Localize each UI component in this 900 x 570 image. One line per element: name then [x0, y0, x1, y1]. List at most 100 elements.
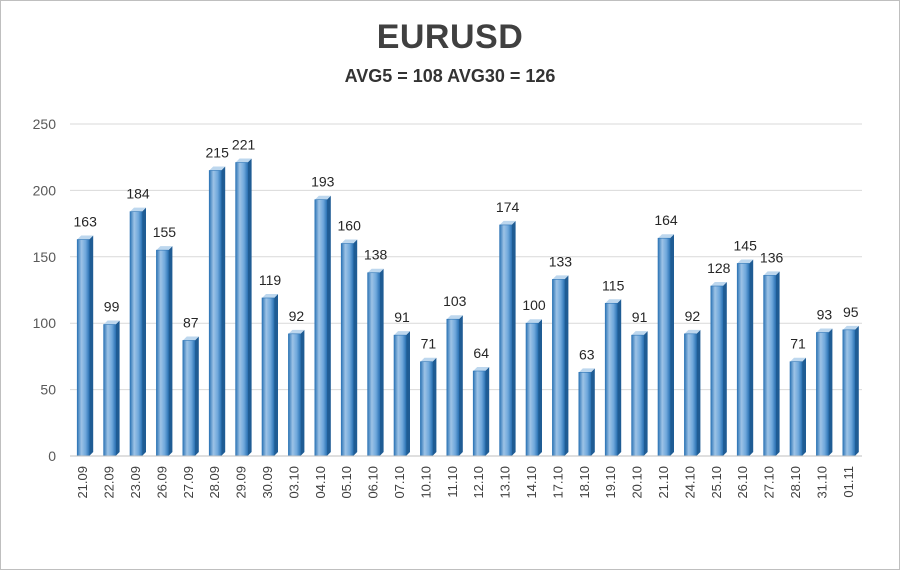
bar-front: [367, 272, 380, 457]
bar-side: [168, 246, 173, 456]
x-tick-label: 29.09: [234, 466, 249, 499]
data-label: 215: [206, 144, 230, 160]
x-tick-label: 18.10: [577, 466, 592, 499]
bar: [420, 357, 437, 457]
bar: [684, 329, 701, 457]
data-label: 160: [338, 218, 362, 234]
bar-front: [816, 332, 829, 457]
bar-front: [208, 170, 222, 457]
bar-top: [420, 357, 437, 362]
data-label: 184: [126, 186, 150, 202]
x-tick-label: 21.09: [75, 466, 90, 499]
bar: [710, 282, 727, 457]
bar-top: [473, 367, 490, 372]
data-label: 128: [707, 260, 731, 276]
bar-side: [722, 282, 727, 456]
x-tick-label: 11.10: [445, 466, 460, 498]
bar: [182, 336, 199, 457]
bar-top: [314, 195, 331, 200]
bar-top: [341, 239, 358, 244]
bar-top: [130, 207, 146, 212]
x-tick-label: 07.10: [392, 466, 407, 499]
bar-top: [235, 158, 252, 163]
x-tick-label: 27.10: [762, 466, 777, 499]
bar-top: [578, 368, 595, 373]
chart-subtitle: AVG5 = 108 AVG30 = 126: [344, 66, 556, 86]
x-tick-label: 04.10: [313, 466, 328, 499]
bar-front: [103, 324, 116, 457]
bar-side: [643, 331, 648, 456]
bar: [816, 328, 833, 457]
data-label: 136: [760, 249, 784, 265]
bar-front: [499, 224, 512, 457]
data-label: 145: [734, 237, 758, 253]
data-label: 71: [421, 336, 437, 352]
x-tick-label: 05.10: [339, 466, 354, 499]
bar: [657, 234, 674, 457]
bar-top: [367, 268, 384, 273]
bar-side: [221, 166, 226, 457]
bar-front: [288, 333, 301, 457]
y-tick-label: 50: [40, 382, 56, 398]
x-tick-label: 22.09: [102, 466, 117, 499]
bar-front: [842, 329, 856, 457]
bar: [736, 259, 754, 457]
bar-side: [115, 320, 120, 456]
bar-front: [657, 237, 671, 457]
bar: [604, 299, 622, 457]
bar-side: [300, 329, 305, 456]
bar: [631, 331, 648, 457]
data-label: 87: [183, 314, 199, 330]
x-tick-label: 12.10: [471, 466, 486, 499]
bar-front: [684, 333, 697, 457]
data-label: 100: [522, 297, 546, 313]
data-label: 93: [817, 306, 833, 322]
x-tick-label: 31.10: [814, 466, 829, 499]
x-tick-label: 03.10: [286, 466, 301, 499]
x-tick-label: 23.09: [128, 466, 143, 499]
x-tick-label: 01.11: [841, 466, 856, 498]
bar-side: [828, 328, 833, 456]
x-tick-label: 28.10: [788, 466, 803, 499]
x-tick-label: 30.09: [260, 466, 275, 499]
bar-top: [816, 328, 833, 333]
bar-top: [77, 235, 94, 240]
bar-side: [194, 336, 199, 456]
bar-front: [525, 322, 539, 457]
bar-side: [432, 357, 437, 456]
chart-title: EURUSD: [376, 18, 524, 56]
bar-front: [340, 243, 354, 457]
bar-front: [446, 318, 460, 457]
bar-top: [605, 299, 622, 304]
data-label: 163: [74, 214, 98, 230]
bar: [578, 368, 595, 457]
data-label: 103: [443, 293, 467, 309]
bar-side: [617, 299, 622, 456]
bar: [261, 293, 278, 457]
y-tick-label: 250: [33, 116, 57, 132]
bar: [842, 325, 859, 457]
x-tick-label: 24.10: [682, 466, 697, 499]
bar-side: [326, 195, 331, 457]
x-tick-label: 14.10: [524, 466, 539, 499]
data-label: 138: [364, 247, 388, 263]
bar-front: [129, 211, 143, 457]
bar-side: [406, 331, 410, 456]
data-label: 64: [473, 345, 489, 361]
bar-side: [458, 315, 463, 456]
bar-side: [511, 220, 516, 456]
bar-layer: [76, 158, 859, 457]
y-tick-label: 200: [33, 182, 57, 198]
bar: [208, 166, 226, 457]
bar-side: [590, 368, 595, 456]
data-label: 91: [394, 309, 410, 325]
bar-front: [789, 361, 803, 457]
bar-top: [499, 220, 516, 225]
bar: [129, 207, 146, 457]
x-tick-label: 25.10: [709, 466, 724, 499]
data-label: 119: [259, 272, 282, 288]
bar-top: [631, 331, 648, 336]
bar-front: [235, 162, 248, 457]
y-tick-label: 0: [48, 448, 56, 464]
